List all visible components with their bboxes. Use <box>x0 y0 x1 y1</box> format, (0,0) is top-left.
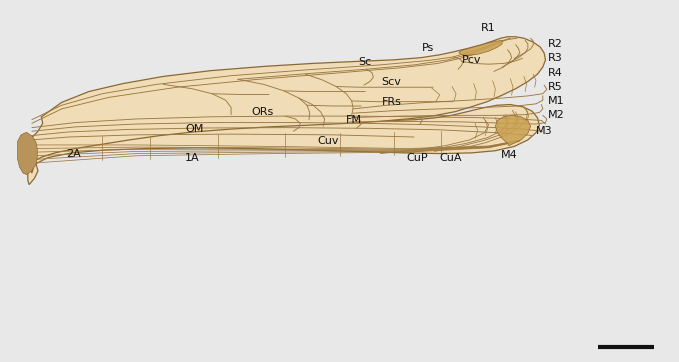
Text: Cuv: Cuv <box>318 136 340 146</box>
Polygon shape <box>31 37 545 173</box>
Text: 2A: 2A <box>66 148 81 159</box>
Text: R3: R3 <box>548 53 563 63</box>
Text: R5: R5 <box>548 81 563 92</box>
Polygon shape <box>28 105 539 185</box>
Text: 1A: 1A <box>185 152 200 163</box>
Text: R1: R1 <box>481 23 496 33</box>
Text: R4: R4 <box>548 68 563 78</box>
Text: Sc: Sc <box>358 57 371 67</box>
Text: M4: M4 <box>501 150 517 160</box>
Text: CuA: CuA <box>440 152 462 163</box>
Text: CuP: CuP <box>406 152 428 163</box>
Text: R2: R2 <box>548 39 563 49</box>
Polygon shape <box>496 115 530 146</box>
Polygon shape <box>18 132 37 174</box>
Text: M3: M3 <box>536 126 553 136</box>
Text: ORs: ORs <box>251 107 274 117</box>
Text: FM: FM <box>346 115 363 125</box>
Text: Scv: Scv <box>382 77 401 87</box>
Text: M1: M1 <box>548 96 565 106</box>
Text: Pcv: Pcv <box>462 55 481 65</box>
Text: FRs: FRs <box>382 97 401 107</box>
Text: OM: OM <box>185 124 204 134</box>
Text: Ps: Ps <box>422 43 435 52</box>
Polygon shape <box>459 40 502 55</box>
Text: M2: M2 <box>548 110 565 121</box>
